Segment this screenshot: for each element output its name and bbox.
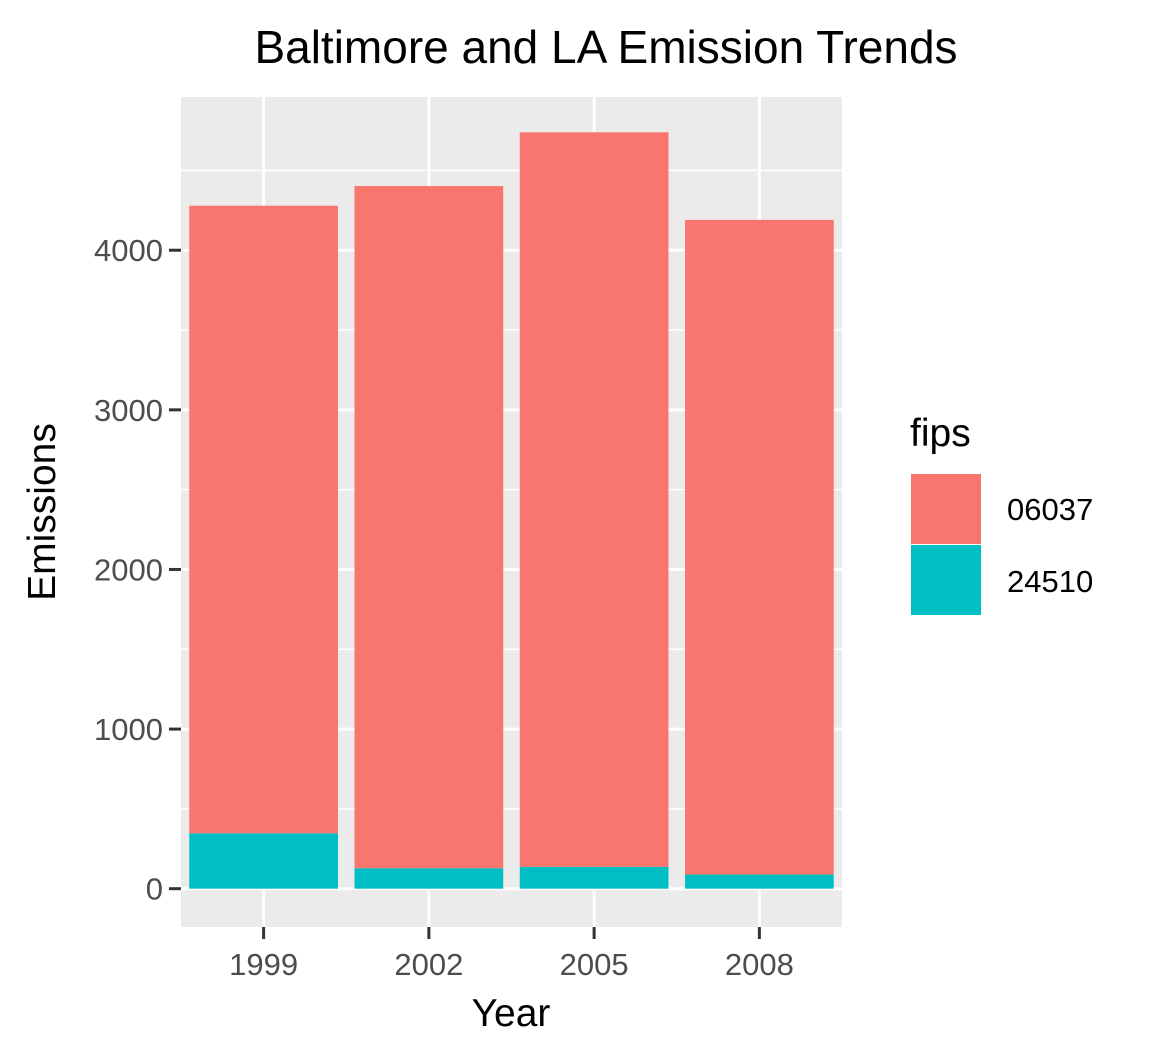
bar-06037-1999 [189,205,338,834]
bar-06037-2002 [354,186,504,869]
y-tick-label: 0 [146,872,163,907]
legend-swatch-06037 [911,474,981,544]
y-tick-label: 1000 [94,712,163,747]
bars [189,132,834,889]
x-tick-label: 2005 [560,947,629,982]
y-tick-label: 3000 [94,393,163,428]
chart-title: Baltimore and LA Emission Trends [254,21,957,73]
bar-24510-1999 [189,833,338,889]
x-axis: 1999 2002 2005 2008 [229,927,794,982]
y-axis: 0 1000 2000 3000 4000 [94,233,181,907]
y-tick-label: 4000 [94,233,163,268]
bar-06037-2005 [519,132,669,867]
x-axis-title: Year [472,992,551,1035]
bar-24510-2002 [354,868,504,889]
y-tick-label: 2000 [94,552,163,587]
bar-24510-2005 [519,866,669,889]
x-tick-label: 1999 [229,947,298,982]
legend-label-06037: 06037 [1007,492,1093,527]
x-tick-label: 2008 [725,947,794,982]
legend-swatch-24510 [911,545,981,615]
legend: fips 06037 24510 [910,412,1093,615]
x-tick-label: 2002 [394,947,463,982]
legend-label-24510: 24510 [1007,564,1093,599]
bar-06037-2008 [685,219,834,875]
y-axis-title: Emissions [21,423,64,601]
bar-24510-2008 [685,874,834,889]
legend-title: fips [910,412,971,455]
